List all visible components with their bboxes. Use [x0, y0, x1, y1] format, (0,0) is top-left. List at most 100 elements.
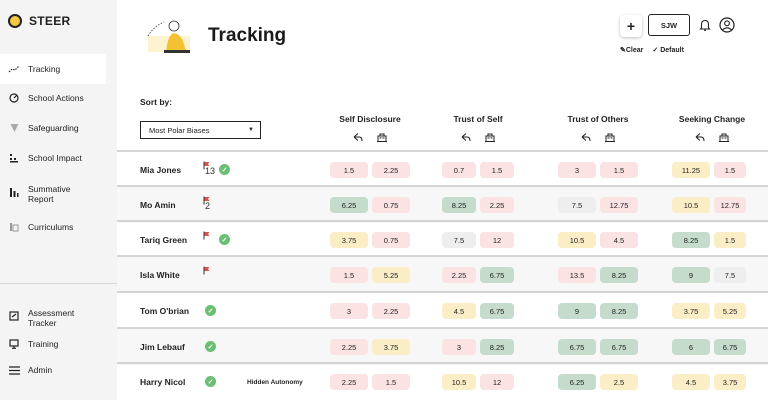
score-pill[interactable]: 3.75	[672, 303, 710, 319]
undo-arrow-icon[interactable]	[694, 132, 706, 143]
score-pill[interactable]: 0.7	[442, 162, 476, 178]
score-pill[interactable]: 9	[672, 267, 710, 283]
table-row[interactable]: Isla White 1.5 5.25 2.25 6.75 13.5 8.25 9 7.5	[117, 257, 768, 293]
score-pill[interactable]: 9	[558, 303, 596, 319]
profile-avatar-icon[interactable]	[719, 17, 735, 33]
score-pill[interactable]: 10.5	[672, 197, 710, 213]
student-name[interactable]: Mia Jones	[140, 165, 182, 175]
table-row[interactable]: Mia Jones 13 ✓ 1.5 2.25 0.7 1.5 3 1.5 11.25 1.5	[117, 152, 768, 188]
scale-icon[interactable]	[376, 132, 388, 143]
score-pill[interactable]: 0.75	[372, 232, 410, 248]
student-name[interactable]: Tariq Green	[140, 235, 188, 245]
score-pill[interactable]: 3	[442, 339, 476, 355]
student-name[interactable]: Tom O'brian	[140, 306, 190, 316]
table-row[interactable]: Jim Lebauf ✓ 2.25 3.75 3 8.25 6.75 6.75 6 6.75	[117, 329, 768, 365]
sidebar-item-assessment-tracker[interactable]: Assessment Tracker	[0, 308, 108, 328]
score-pill[interactable]: 6.75	[600, 339, 638, 355]
score-pill[interactable]: 6.75	[480, 267, 514, 283]
score-pill[interactable]: 12.75	[600, 197, 638, 213]
flag-icon[interactable]	[203, 161, 211, 170]
score-pill[interactable]: 3.75	[330, 232, 368, 248]
brand[interactable]: STEER	[8, 14, 71, 28]
undo-arrow-icon[interactable]	[352, 132, 364, 143]
sidebar-item-tracking[interactable]: Tracking	[0, 54, 106, 84]
bar-chart-icon	[8, 187, 20, 197]
user-initials-button[interactable]: SJW	[648, 14, 690, 36]
table-row[interactable]: Harry Nicol ✓ Hidden Autonomy 2.25 1.5 10.5 12…	[117, 364, 768, 400]
score-pill[interactable]: 2.25	[442, 267, 476, 283]
score-pill[interactable]: 3.75	[372, 339, 410, 355]
score-pill[interactable]: 2.5	[600, 374, 638, 390]
score-pill[interactable]: 2.25	[330, 374, 368, 390]
clear-button[interactable]: ✎Clear	[620, 47, 644, 54]
score-pill[interactable]: 2.25	[480, 197, 514, 213]
sidebar-item-curriculums[interactable]: Curriculums	[0, 222, 108, 232]
score-pill[interactable]: 8.25	[600, 267, 638, 283]
score-pill[interactable]: 1.5	[714, 232, 746, 248]
score-pill[interactable]: 8.25	[480, 339, 514, 355]
scale-icon[interactable]	[484, 132, 496, 143]
sidebar-item-safeguarding[interactable]: Safeguarding	[0, 123, 108, 133]
flag-icon[interactable]	[203, 231, 211, 240]
sort-select[interactable]: Most Polar Biases ▼	[140, 121, 261, 139]
score-pill[interactable]: 11.25	[672, 162, 710, 178]
flag-icon[interactable]	[203, 266, 211, 275]
undo-arrow-icon[interactable]	[580, 132, 592, 143]
score-pill[interactable]: 2.25	[372, 162, 410, 178]
score-pill[interactable]: 1.5	[480, 162, 514, 178]
score-pill[interactable]: 5.25	[714, 303, 746, 319]
score-pill[interactable]: 4.5	[600, 232, 638, 248]
score-pill[interactable]: 7.5	[714, 267, 746, 283]
bell-icon[interactable]	[698, 18, 712, 32]
sidebar-item-training[interactable]: Training	[0, 339, 108, 349]
score-pill[interactable]: 6.75	[714, 339, 746, 355]
sidebar-item-school-impact[interactable]: School Impact	[0, 153, 108, 163]
score-pill[interactable]: 6.25	[330, 197, 368, 213]
score-pill[interactable]: 1.5	[330, 162, 368, 178]
score-pill[interactable]: 8.25	[672, 232, 710, 248]
sidebar-item-admin[interactable]: Admin	[0, 365, 108, 375]
score-pill[interactable]: 3	[330, 303, 368, 319]
score-pill[interactable]: 4.5	[442, 303, 476, 319]
score-pill[interactable]: 0.75	[372, 197, 410, 213]
score-pill[interactable]: 3.75	[714, 374, 746, 390]
scale-icon[interactable]	[604, 132, 616, 143]
score-pill[interactable]: 10.5	[442, 374, 476, 390]
score-pill[interactable]: 1.5	[372, 374, 410, 390]
score-pill[interactable]: 2.25	[372, 303, 410, 319]
score-pill[interactable]: 12	[480, 374, 514, 390]
table-row[interactable]: Mo Amin 2 6.25 0.75 8.25 2.25 7.5 12.75 10.5 12.7…	[117, 187, 768, 223]
score-pill[interactable]: 1.5	[600, 162, 638, 178]
undo-arrow-icon[interactable]	[460, 132, 472, 143]
table-row[interactable]: Tariq Green ✓ 3.75 0.75 7.5 12 10.5 4.5 8.25 1.5	[117, 222, 768, 258]
score-pill[interactable]: 3	[558, 162, 596, 178]
score-pill[interactable]: 6	[672, 339, 710, 355]
score-pill[interactable]: 7.5	[558, 197, 596, 213]
score-pill[interactable]: 7.5	[442, 232, 476, 248]
score-pill[interactable]: 6.75	[480, 303, 514, 319]
score-pill[interactable]: 6.25	[558, 374, 596, 390]
table-row[interactable]: Tom O'brian ✓ 3 2.25 4.5 6.75 9 8.25 3.75 5.25	[117, 293, 768, 329]
student-name[interactable]: Isla White	[140, 270, 180, 280]
score-pill[interactable]: 10.5	[558, 232, 596, 248]
scale-icon[interactable]	[718, 132, 730, 143]
score-pill[interactable]: 5.25	[372, 267, 410, 283]
student-name[interactable]: Harry Nicol	[140, 377, 186, 387]
score-pill[interactable]: 1.5	[714, 162, 746, 178]
score-pill[interactable]: 1.5	[330, 267, 368, 283]
score-pill[interactable]: 6.75	[558, 339, 596, 355]
student-name[interactable]: Mo Amin	[140, 200, 176, 210]
score-pill[interactable]: 4.5	[672, 374, 710, 390]
add-button[interactable]: +	[620, 15, 642, 37]
score-pill[interactable]: 12.75	[714, 197, 746, 213]
score-pill[interactable]: 12	[480, 232, 514, 248]
default-button[interactable]: ✓ Default	[652, 47, 684, 54]
sidebar-item-school-actions[interactable]: School Actions	[0, 93, 108, 103]
score-pill[interactable]: 8.25	[600, 303, 638, 319]
score-pill[interactable]: 8.25	[442, 197, 476, 213]
student-name[interactable]: Jim Lebauf	[140, 342, 185, 352]
sidebar-item-summative-report[interactable]: Summative Report	[0, 184, 108, 204]
score-pill[interactable]: 2.25	[330, 339, 368, 355]
score-pill[interactable]: 13.5	[558, 267, 596, 283]
flag-icon[interactable]	[203, 196, 211, 205]
